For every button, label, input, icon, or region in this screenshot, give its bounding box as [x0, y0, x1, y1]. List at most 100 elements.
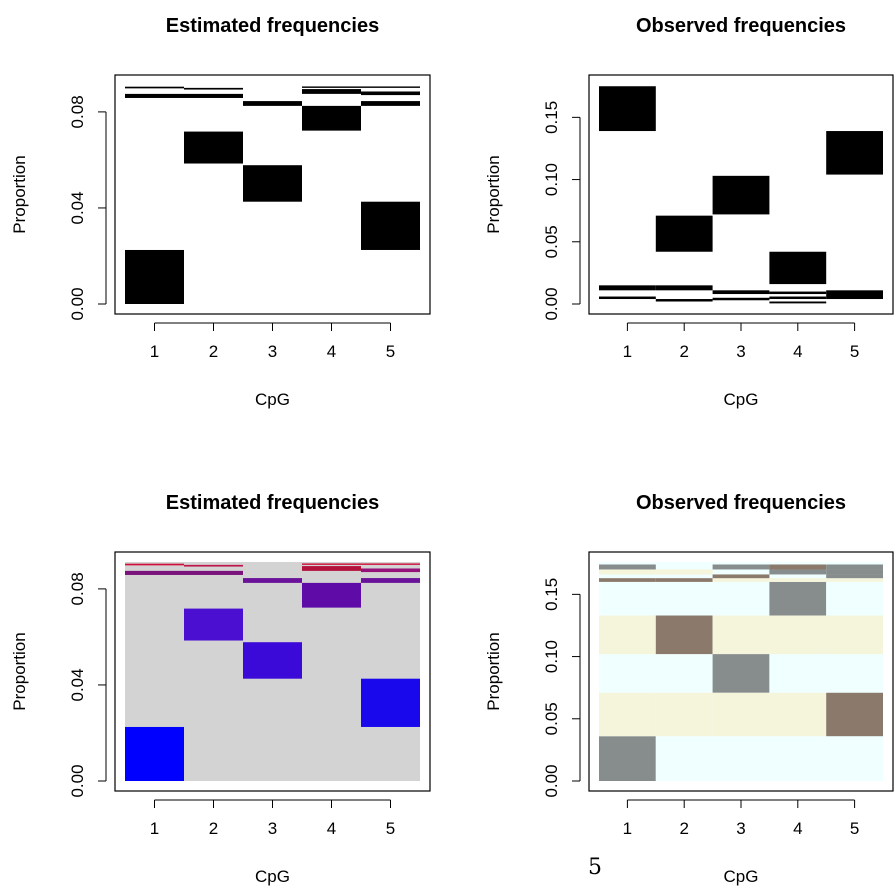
- heatmap-cell: [826, 569, 883, 574]
- heatmap-cell: [599, 564, 656, 569]
- y-tick-label: 0.05: [542, 702, 561, 735]
- heatmap-cell: [125, 564, 184, 566]
- heatmap-cell: [125, 727, 184, 781]
- chart-panel-2: Observed frequencies 1 2 3 4 5 CpG 0.00 0.05 0.10…: [484, 15, 893, 409]
- x-tick-label: 4: [793, 819, 802, 838]
- heatmap-cell: [826, 131, 883, 175]
- heatmap-cell: [656, 299, 713, 301]
- heatmap-cell: [826, 574, 883, 578]
- heatmap-cell: [713, 564, 770, 569]
- heatmap-cell: [656, 654, 713, 693]
- heatmap-cell: [302, 89, 361, 94]
- heatmap-cell: [302, 86, 361, 87]
- heatmap-cell: [361, 568, 420, 572]
- y-tick-label: 0.15: [542, 101, 561, 134]
- y-axis-label: Proportion: [10, 155, 29, 233]
- heatmap-cell: [713, 574, 770, 578]
- x-tick-label: 1: [150, 342, 159, 361]
- x-tick-label: 1: [150, 819, 159, 838]
- y-tick-label: 0.00: [542, 287, 561, 320]
- heatmap-cell: [769, 736, 826, 781]
- heatmap-cell: [599, 86, 656, 131]
- heatmap-cell: [713, 654, 770, 693]
- y-tick-label: 0.00: [68, 287, 87, 320]
- x-tick-label: 1: [623, 819, 632, 838]
- heatmap-cell: [769, 569, 826, 574]
- heatmap-cell: [826, 736, 883, 781]
- heatmap-cell: [599, 582, 656, 616]
- heatmap-cell: [656, 693, 713, 737]
- heatmap-cell: [826, 290, 883, 299]
- x-tick-label: 2: [679, 342, 688, 361]
- heatmap-cell: [302, 106, 361, 131]
- heatmap-cell: [713, 298, 770, 300]
- heatmap-cell: [361, 101, 420, 106]
- heatmap-cell: [713, 176, 770, 215]
- chart-panel-4: Observed frequencies 1 2 3 4 5 CpG 0.00 0.05 0.10…: [484, 492, 893, 886]
- chart-title: Estimated frequencies: [166, 15, 379, 37]
- heatmap-cell: [184, 571, 243, 575]
- x-tick-label: 2: [209, 342, 218, 361]
- heatmap-cell: [361, 86, 420, 87]
- heatmap-cell: [769, 297, 826, 299]
- y-tick-label: 0.04: [68, 191, 87, 224]
- heatmap-cell: [713, 616, 770, 655]
- y-tick-label: 0.08: [68, 95, 87, 128]
- y-tick-label: 0.04: [68, 668, 87, 701]
- x-tick-label: 1: [623, 342, 632, 361]
- heatmap-cell: [243, 578, 302, 583]
- heatmap-cell: [302, 563, 361, 564]
- heatmap-cell: [656, 582, 713, 616]
- heatmap-cell: [769, 582, 826, 616]
- heatmap-cell: [243, 165, 302, 202]
- x-tick-label: 5: [386, 819, 395, 838]
- x-tick-label: 3: [268, 819, 277, 838]
- heatmap-cell: [599, 578, 656, 582]
- x-tick-label: 3: [268, 342, 277, 361]
- heatmap-cell: [769, 252, 826, 284]
- heatmap-cell: [599, 693, 656, 737]
- heatmap-cell: [826, 564, 883, 569]
- y-axis-label: Proportion: [484, 155, 503, 233]
- heatmap-cell: [361, 563, 420, 564]
- heatmap-cell: [713, 736, 770, 781]
- heatmap-cell: [826, 578, 883, 582]
- y-tick-label: 0.00: [542, 764, 561, 797]
- heatmap-cell: [184, 565, 243, 567]
- y-axis-label: Proportion: [10, 632, 29, 710]
- heatmap-cell: [656, 616, 713, 655]
- x-tick-label: 2: [209, 819, 218, 838]
- chart-panel-1: Estimated frequencies 1 2 3 4 5 CpG 0.00 0.04 0.0…: [10, 15, 430, 409]
- heatmap-cell: [656, 216, 713, 252]
- heatmap-cell: [125, 94, 184, 98]
- heatmap-cell: [361, 578, 420, 583]
- heatmap-cell: [769, 302, 826, 304]
- x-tick-label: 5: [850, 342, 859, 361]
- heatmap-cell: [713, 290, 770, 294]
- heatmap-cell: [184, 132, 243, 164]
- y-tick-label: 0.05: [542, 225, 561, 258]
- x-tick-label: 5: [850, 819, 859, 838]
- y-tick-label: 0.10: [542, 640, 561, 673]
- heatmap-cell: [713, 693, 770, 737]
- heatmap-cell: [769, 654, 826, 693]
- x-tick-label: 3: [736, 819, 745, 838]
- chart-panel-3: Estimated frequencies 1 2 3 4 5 CpG 0.00 0.04 0.0…: [10, 492, 430, 886]
- heatmap-cell: [826, 616, 883, 655]
- heatmap-cell: [599, 616, 656, 655]
- y-tick-label: 0.15: [542, 578, 561, 611]
- heatmap-cell: [361, 679, 420, 727]
- chart-title: Estimated frequencies: [166, 492, 379, 514]
- heatmap-cell: [826, 654, 883, 693]
- heatmap-cell: [599, 654, 656, 693]
- page-number: 5: [588, 855, 602, 880]
- x-tick-label: 2: [679, 819, 688, 838]
- heatmap-cell: [656, 736, 713, 781]
- heatmap-cell: [184, 88, 243, 90]
- y-tick-label: 0.10: [542, 163, 561, 196]
- heatmap-cell: [826, 582, 883, 616]
- y-tick-label: 0.08: [68, 572, 87, 605]
- chart-title: Observed frequencies: [636, 492, 846, 514]
- heatmap-cell: [184, 609, 243, 641]
- x-tick-label: 4: [327, 819, 336, 838]
